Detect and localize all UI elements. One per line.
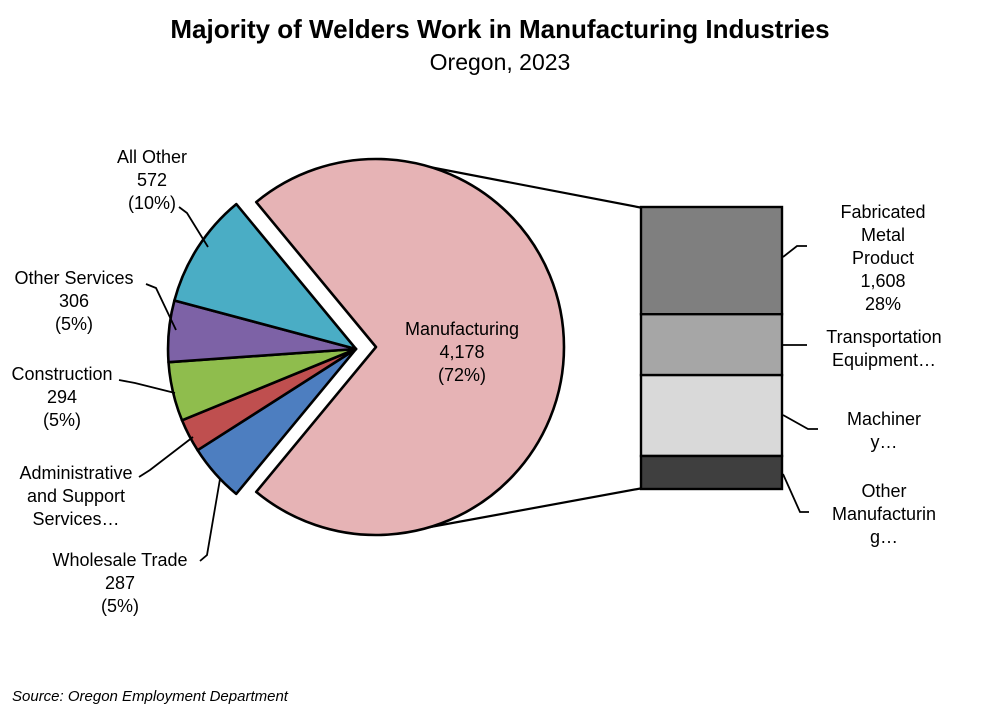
label-fabricated-metal-product: Fabricated Metal Product 1,608 28%	[840, 202, 926, 314]
source-note: Source: Oregon Employment Department	[12, 688, 288, 705]
label-wholesale-trade: Wholesale Trade 287 (5%)	[52, 550, 188, 616]
bar-segment-fabricated-metal-product	[639, 205, 784, 316]
leader-line-machinery	[782, 414, 818, 430]
label-all-other: All Other 572 (10%)	[116, 147, 188, 213]
pie-slice-manufacturing	[254, 157, 566, 537]
leader-line-wholesale-trade	[199, 478, 221, 562]
label-manufacturing: Manufacturing 4,178 (72%)	[404, 319, 520, 385]
label-transportation-equipment: Transportation Equipment…	[826, 327, 942, 370]
leader-line-other-services	[145, 283, 177, 331]
label-administrative-support-services: Administrative and Support Services…	[19, 463, 133, 529]
leader-line-fabricated-metal-product	[782, 245, 807, 258]
label-machinery: Machiner y…	[846, 409, 922, 452]
label-other-manufacturing: Other Manufacturin g…	[831, 481, 937, 547]
label-construction: Construction 294 (5%)	[11, 364, 113, 430]
leader-line-administrative-support-services	[138, 436, 194, 478]
bar-segment-transportation-equipment	[639, 313, 784, 377]
pie-slice-all-other	[173, 202, 358, 351]
chart-title: Majority of Welders Work in Manufacturin…	[170, 14, 830, 44]
leader-line-all-other	[178, 206, 209, 248]
connector-line-top	[413, 162, 644, 210]
chart-subtitle: Oregon, 2023	[429, 49, 571, 75]
bar-segment-other-manufacturing	[639, 454, 784, 491]
bar-segment-machinery	[639, 373, 784, 458]
label-other-services: Other Services 306 (5%)	[14, 268, 134, 334]
connector-line-bottom	[413, 486, 644, 532]
leader-line-other-manufacturing	[782, 473, 809, 513]
leader-line-construction	[118, 379, 176, 394]
